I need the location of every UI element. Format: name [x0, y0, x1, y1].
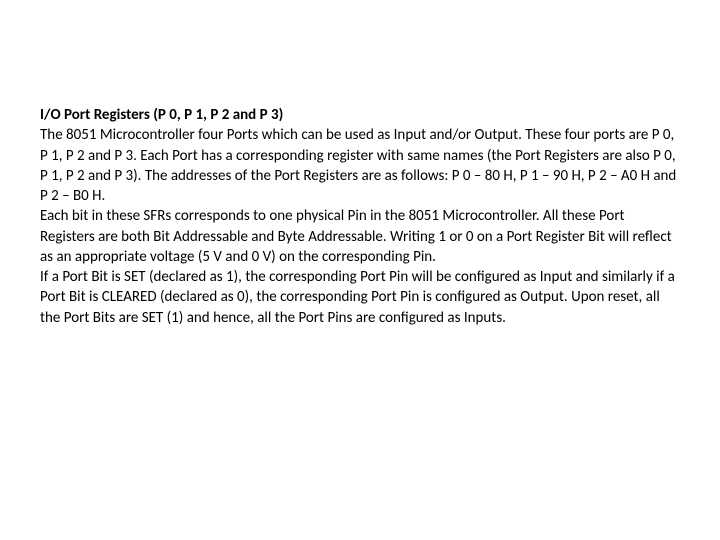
paragraph-3: If a Port Bit is SET (declared as 1), th…	[40, 267, 680, 328]
section-heading: I/O Port Registers (P 0, P 1, P 2 and P …	[40, 105, 680, 125]
paragraph-2: Each bit in these SFRs corresponds to on…	[40, 206, 680, 267]
paragraph-1: The 8051 Microcontroller four Ports whic…	[40, 125, 680, 206]
document-page: I/O Port Registers (P 0, P 1, P 2 and P …	[0, 0, 720, 328]
